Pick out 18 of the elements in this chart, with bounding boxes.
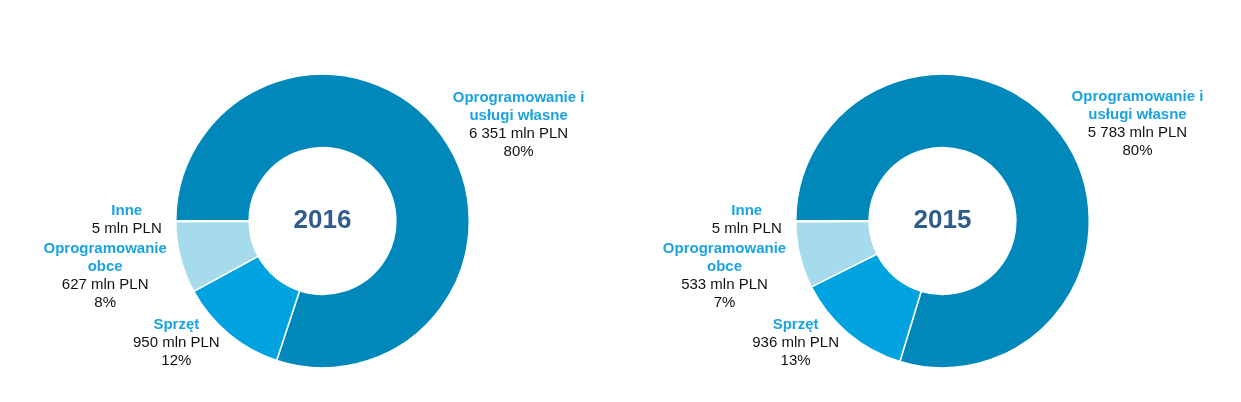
- slice-label: Oprogramowanie obce: [43, 238, 167, 274]
- data-label: 533 mln PLN 7%: [681, 274, 768, 310]
- slice-label: Sprzęt: [772, 314, 819, 332]
- slice-label: Sprzęt: [153, 315, 200, 333]
- slice-label: Oprogramowanie obce: [662, 238, 787, 274]
- slice-label: Inne: [111, 200, 143, 218]
- text: 2015: [913, 204, 972, 235]
- data-label: 5 mln PLN: [91, 218, 162, 236]
- data-label: 627 mln PLN 8%: [61, 274, 149, 310]
- data-label: 950 mln PLN 12%: [132, 333, 220, 369]
- data-label: 936 mln PLN 13%: [752, 332, 839, 368]
- data-label: 6 351 mln PLN 80%: [468, 124, 569, 160]
- data-label: 5 783 mln PLN 80%: [1087, 122, 1188, 158]
- data-label: 5 mln PLN: [711, 218, 782, 236]
- slice-label: Inne: [731, 200, 763, 218]
- text: 2016: [293, 204, 352, 235]
- slice-label: Oprogramowanie i usługi własne: [1071, 86, 1204, 122]
- slice-label: Oprogramowanie i usługi własne: [452, 88, 585, 124]
